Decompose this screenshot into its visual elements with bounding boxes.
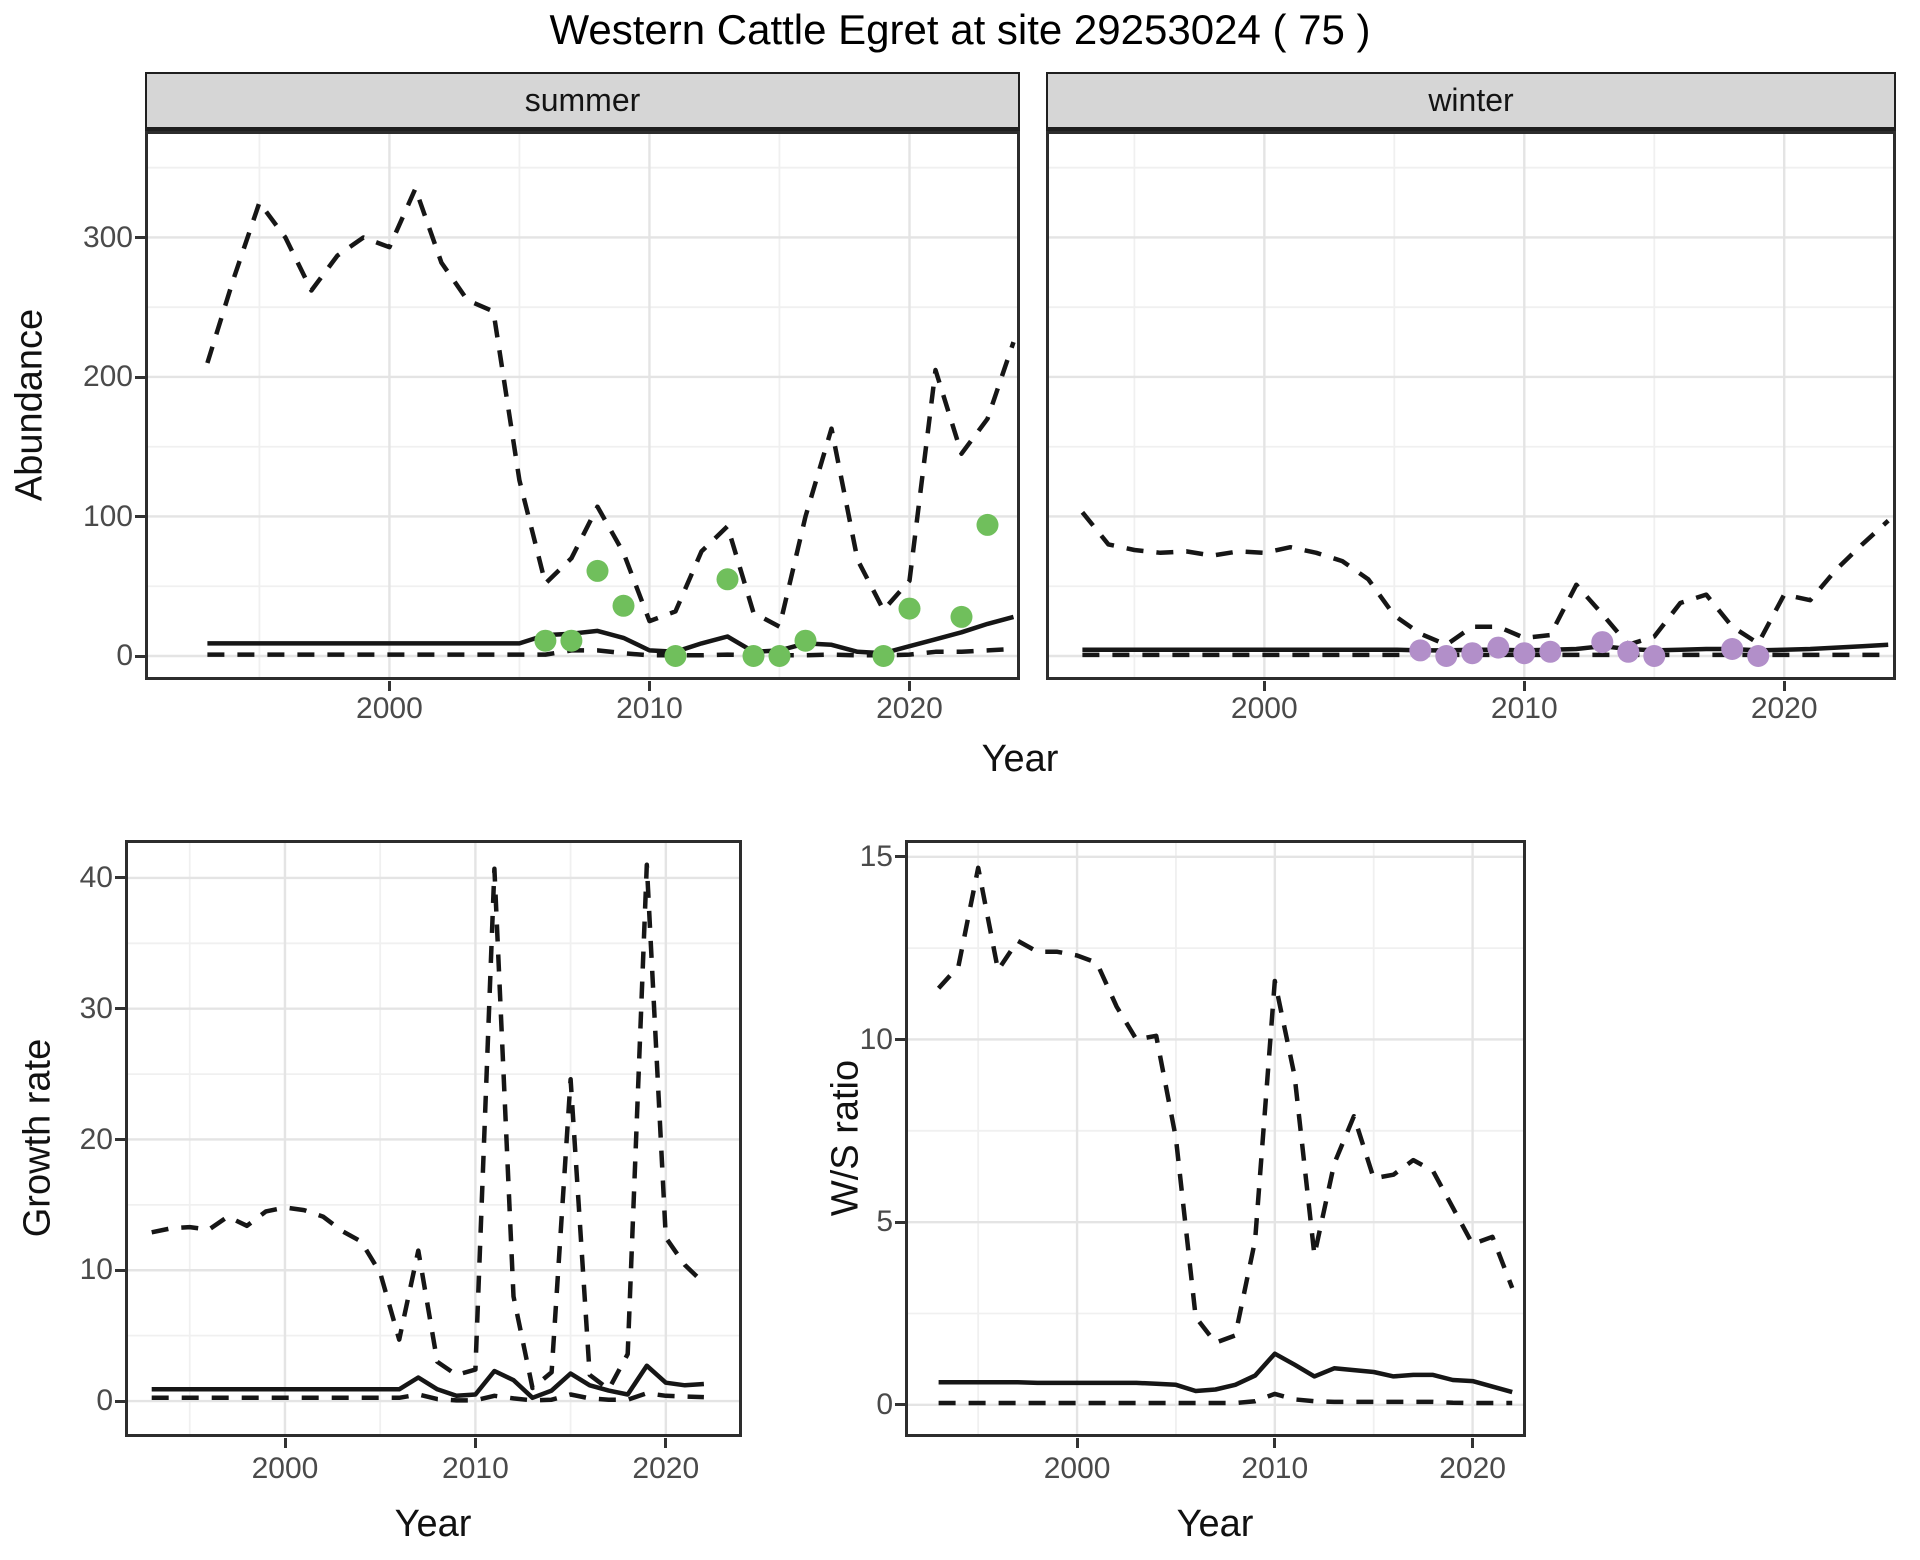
- growth-rate-x-tick-label: 2020: [632, 1452, 700, 1485]
- growth-rate-upper_97.5-line: [151, 862, 706, 1392]
- abundance-axis-title: Abundance: [8, 308, 51, 502]
- abundance-summer-observation-point: [586, 559, 609, 582]
- abundance-winter-panel: [1046, 131, 1896, 680]
- abundance-winter-observation-point: [1461, 642, 1484, 665]
- ws-ratio-panel: [905, 840, 1526, 1437]
- facet-strip-winter: winter: [1046, 72, 1896, 131]
- abundance-summer-panel: [145, 131, 1020, 680]
- abundance-summer-observation-point: [768, 645, 791, 667]
- abundance-winter-x-tick-label: 2010: [1490, 692, 1558, 725]
- abundance-summer-y-tick-label: 200: [82, 360, 133, 393]
- abundance-summer-y-tick-mark: [135, 515, 145, 518]
- abundance-winter-observation-point: [1409, 639, 1432, 662]
- facet-strip-summer-label: summer: [524, 82, 641, 118]
- growth-rate-x-tick-mark: [664, 1438, 668, 1448]
- growth-rate-x-tick-label: 2000: [251, 1452, 319, 1485]
- abundance-summer-observation-point: [898, 597, 921, 620]
- ws-ratio-upper_97.5-line: [936, 865, 1515, 1345]
- growth-rate-y-tick-mark: [115, 1268, 125, 1272]
- growth-rate-y-tick-label: 40: [79, 860, 113, 894]
- abundance-winter-observation-point: [1539, 640, 1562, 663]
- abundance-winter-observation-point: [1435, 645, 1458, 667]
- ws-ratio-axis-title: W/S ratio: [824, 1059, 867, 1217]
- plot-title: Western Cattle Egret at site 29253024 ( …: [549, 6, 1371, 53]
- growth-rate-y-tick-mark: [115, 876, 125, 880]
- growth-rate-x-tick-mark: [473, 1438, 477, 1448]
- growth-rate-x-tick-mark: [283, 1438, 287, 1448]
- year-axis-title-top: Year: [981, 738, 1059, 780]
- abundance-summer-observation-point: [742, 645, 765, 667]
- growth-rate-y-tick-label: 10: [79, 1253, 113, 1287]
- abundance-summer-y-tick-label: 0: [116, 639, 133, 672]
- growth-rate-panel: [125, 840, 742, 1437]
- growth-rate-y-tick-mark: [115, 1399, 125, 1403]
- growth-rate-y-tick-mark: [115, 1007, 125, 1011]
- ws-ratio-y-tick-mark: [895, 1403, 905, 1407]
- facet-strip-winter-label: winter: [1428, 82, 1514, 118]
- abundance-summer-y-tick-mark: [135, 236, 145, 239]
- abundance-summer-observation-point: [560, 629, 583, 652]
- abundance-winter-x-tick-mark: [1782, 681, 1786, 691]
- ws-ratio-x-tick-label: 2010: [1241, 1452, 1309, 1485]
- abundance-winter-observation-point: [1721, 638, 1744, 660]
- ws-ratio-y-tick-label: 15: [859, 839, 893, 873]
- abundance-winter-x-tick-label: 2020: [1750, 692, 1818, 725]
- abundance-winter-observation-point: [1747, 645, 1770, 667]
- ws-ratio-x-tick-label: 2000: [1043, 1452, 1111, 1485]
- abundance-summer-observation-point: [612, 594, 635, 617]
- abundance-summer-observation-point: [664, 645, 687, 667]
- abundance-winter-x-tick-mark: [1262, 681, 1266, 691]
- abundance-winter-upper_97.5-line: [1080, 510, 1890, 648]
- ws-ratio-y-tick-label: 5: [876, 1205, 893, 1239]
- growth-rate-y-tick-mark: [115, 1138, 125, 1141]
- year-axis-title-growth: Year: [394, 1503, 472, 1545]
- abundance-summer-x-tick-label: 2010: [616, 692, 683, 725]
- abundance-summer-observation-point: [794, 629, 817, 652]
- ws-ratio-x-tick-label: 2020: [1439, 1452, 1506, 1485]
- abundance-summer-observation-point: [872, 645, 895, 667]
- growth-rate-y-tick-label: 0: [96, 1384, 113, 1417]
- abundance-winter-observation-point: [1513, 642, 1536, 665]
- abundance-winter-observation-point: [1643, 645, 1666, 667]
- abundance-summer-observation-point: [950, 605, 973, 628]
- abundance-summer-observation-point: [976, 513, 999, 536]
- ws-ratio-x-tick-mark: [1075, 1438, 1079, 1448]
- abundance-summer-upper_97.5-line: [205, 186, 1016, 629]
- abundance-summer-x-tick-mark: [908, 681, 911, 691]
- growth-rate-x-tick-label: 2010: [442, 1452, 509, 1485]
- abundance-winter-x-tick-mark: [1522, 681, 1526, 691]
- ws-ratio-x-tick-mark: [1273, 1438, 1277, 1448]
- ws-ratio-lower_2.5-line: [938, 1391, 1513, 1406]
- growth-rate-median-line: [151, 1363, 705, 1401]
- abundance-winter-x-tick-label: 2000: [1230, 692, 1298, 725]
- abundance-winter-observation-point: [1487, 636, 1510, 659]
- growth-rate-y-tick-label: 30: [79, 991, 113, 1025]
- abundance-summer-x-tick-label: 2020: [876, 692, 943, 725]
- abundance-summer-y-tick-mark: [135, 375, 145, 379]
- ws-ratio-y-tick-label: 0: [876, 1387, 893, 1421]
- facet-strip-summer: summer: [145, 72, 1020, 131]
- abundance-summer-x-tick-mark: [648, 681, 651, 691]
- abundance-summer-observation-point: [716, 568, 739, 591]
- abundance-summer-observation-point: [534, 629, 557, 652]
- ws-ratio-y-tick-mark: [895, 855, 905, 859]
- growth-rate-y-tick-label: 20: [79, 1122, 113, 1156]
- ws-ratio-y-tick-mark: [895, 1220, 905, 1224]
- abundance-summer-y-tick-mark: [135, 654, 145, 658]
- abundance-winter-observation-point: [1591, 631, 1614, 654]
- abundance-winter-observation-point: [1617, 640, 1640, 663]
- ws-ratio-y-tick-label: 10: [859, 1022, 893, 1056]
- ws-ratio-x-tick-mark: [1471, 1438, 1475, 1448]
- abundance-summer-x-tick-label: 2000: [356, 692, 423, 725]
- abundance-summer-x-tick-mark: [387, 681, 391, 691]
- abundance-summer-y-tick-label: 300: [82, 220, 133, 254]
- growth-rate-lower_2.5-line: [151, 1390, 704, 1403]
- ws-ratio-median-line: [938, 1351, 1513, 1395]
- year-axis-title-ws: Year: [1176, 1503, 1254, 1545]
- ws-ratio-y-tick-mark: [895, 1038, 905, 1041]
- abundance-summer-y-tick-label: 100: [82, 499, 133, 533]
